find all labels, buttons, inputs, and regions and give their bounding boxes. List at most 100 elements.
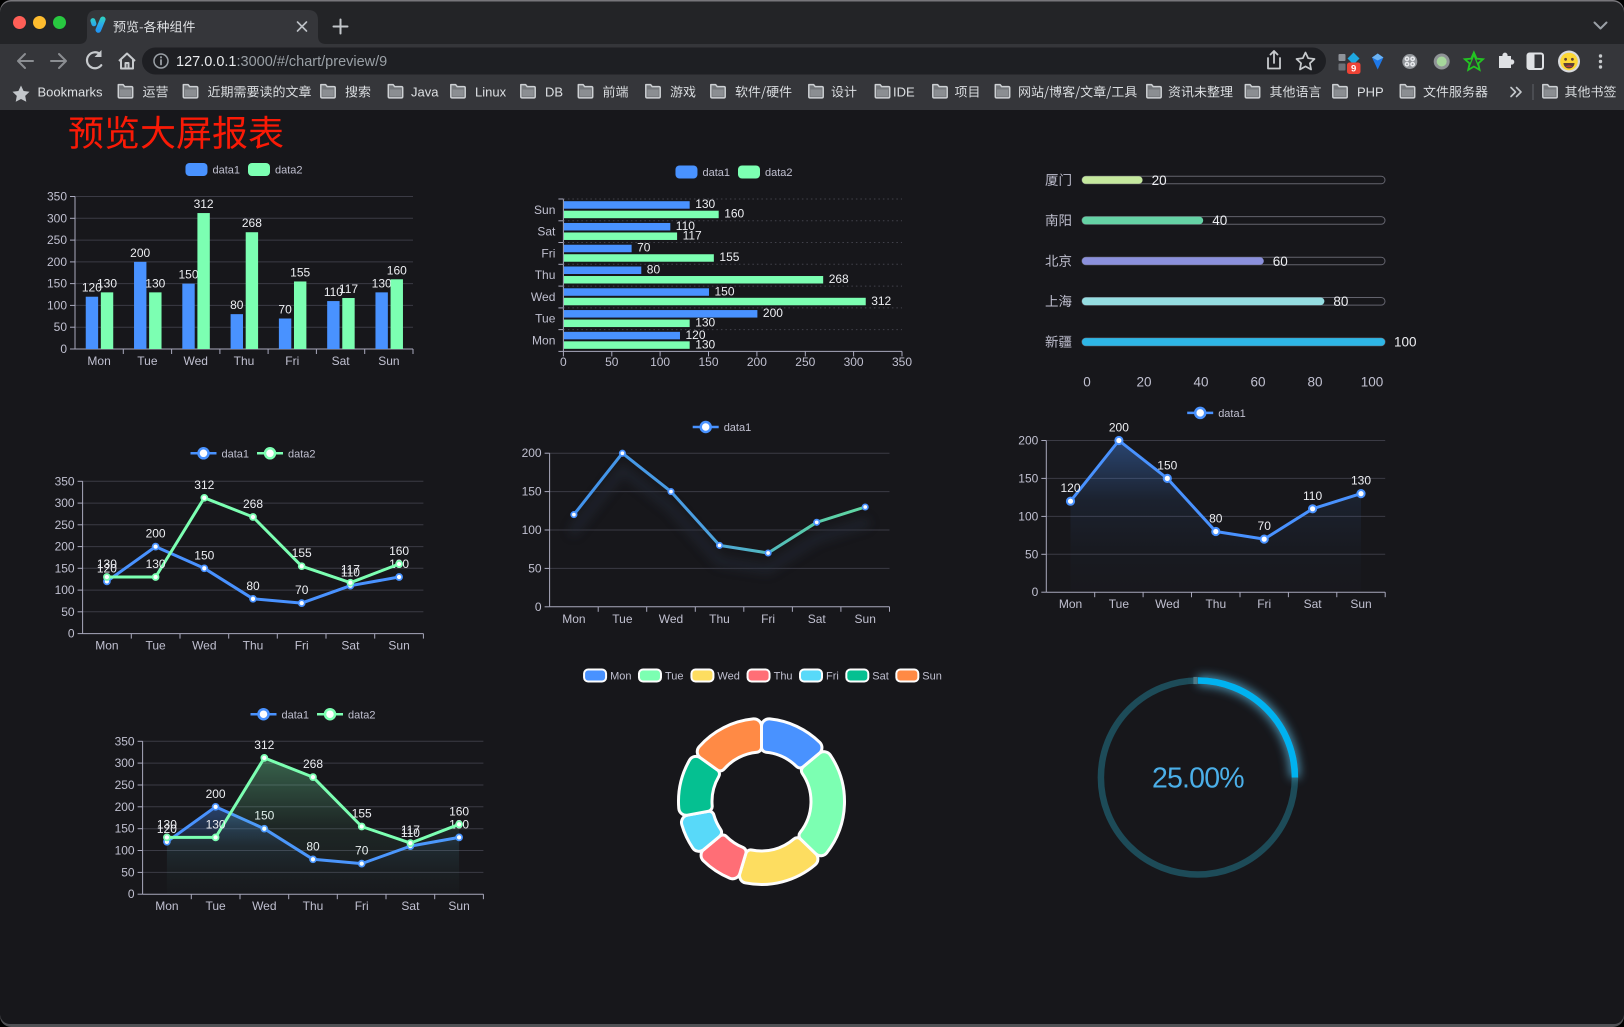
svg-text:50: 50 (54, 320, 68, 334)
svg-text:117: 117 (401, 823, 420, 837)
svg-text:312: 312 (871, 294, 891, 308)
svg-text:Thu: Thu (234, 354, 255, 368)
svg-text:Sat: Sat (401, 899, 420, 913)
svg-text:312: 312 (254, 738, 274, 752)
svg-text:268: 268 (303, 757, 323, 771)
svg-text:130: 130 (1351, 474, 1371, 488)
svg-text:130: 130 (145, 276, 165, 290)
svg-text:Sun: Sun (448, 899, 469, 913)
svg-text:Mon: Mon (610, 671, 631, 683)
svg-text:Wed: Wed (717, 671, 739, 683)
svg-text:150: 150 (715, 284, 735, 298)
svg-text:Wed: Wed (1155, 597, 1179, 611)
svg-text:Wed: Wed (192, 639, 216, 653)
svg-text:120: 120 (157, 822, 177, 836)
svg-text:100: 100 (650, 355, 670, 369)
svg-text:100: 100 (1018, 509, 1038, 523)
svg-text:155: 155 (290, 266, 310, 280)
svg-text:100: 100 (115, 844, 135, 858)
svg-text:Mon: Mon (95, 639, 118, 653)
svg-text:200: 200 (747, 355, 767, 369)
svg-text:268: 268 (829, 272, 849, 286)
svg-text:0: 0 (535, 600, 542, 614)
svg-text:DB: DB (545, 85, 563, 100)
svg-text:50: 50 (1025, 547, 1039, 561)
svg-text:150: 150 (55, 561, 75, 575)
svg-text:40: 40 (1212, 213, 1227, 228)
svg-text:80: 80 (647, 263, 661, 277)
svg-text:300: 300 (55, 496, 75, 510)
svg-text:312: 312 (194, 478, 214, 492)
svg-text:130: 130 (157, 817, 177, 831)
svg-text:200: 200 (47, 255, 67, 269)
svg-text:Tue: Tue (137, 354, 158, 368)
svg-text:Mon: Mon (87, 354, 110, 368)
svg-text:Thu: Thu (1205, 597, 1226, 611)
svg-text:110: 110 (1303, 489, 1322, 503)
svg-text:data1: data1 (282, 709, 310, 721)
svg-text:350: 350 (115, 734, 135, 748)
svg-text:50: 50 (605, 355, 619, 369)
svg-text:Sun: Sun (855, 612, 876, 626)
svg-text:Sun: Sun (388, 639, 409, 653)
svg-text:200: 200 (1018, 434, 1038, 448)
svg-text:130: 130 (372, 276, 392, 290)
svg-text:250: 250 (55, 518, 75, 532)
svg-text:Sat: Sat (537, 225, 556, 239)
svg-text:Mon: Mon (155, 899, 178, 913)
svg-text:data1: data1 (213, 165, 241, 177)
svg-text:Bookmarks: Bookmarks (38, 85, 104, 100)
svg-text:50: 50 (61, 605, 75, 619)
svg-text:110: 110 (676, 219, 695, 233)
svg-text:160: 160 (389, 544, 409, 558)
svg-text::3000/#/chart/preview/9: :3000/#/chart/preview/9 (237, 54, 388, 70)
svg-text:200: 200 (206, 787, 226, 801)
svg-text:200: 200 (1109, 421, 1129, 435)
svg-text:150: 150 (115, 822, 135, 836)
svg-text:200: 200 (763, 306, 783, 320)
svg-text:Tue: Tue (665, 671, 684, 683)
svg-text:data1: data1 (1218, 408, 1246, 420)
svg-text:data1: data1 (724, 422, 752, 434)
svg-text:150: 150 (698, 355, 718, 369)
svg-text:Fri: Fri (355, 899, 369, 913)
svg-text:Tue: Tue (205, 899, 226, 913)
svg-text:350: 350 (892, 355, 912, 369)
svg-text:0: 0 (128, 887, 135, 901)
svg-text:Sat: Sat (1304, 597, 1323, 611)
svg-text:150: 150 (194, 548, 214, 562)
svg-text:250: 250 (795, 355, 815, 369)
svg-text:PHP: PHP (1357, 85, 1384, 100)
svg-text:Fri: Fri (541, 246, 555, 260)
svg-text:80: 80 (1307, 375, 1322, 390)
svg-text:80: 80 (1333, 294, 1348, 309)
svg-text:data2: data2 (288, 449, 316, 461)
svg-text:100: 100 (522, 523, 542, 537)
svg-text:Tue: Tue (145, 639, 166, 653)
svg-text:Sun: Sun (378, 354, 399, 368)
svg-text:Thu: Thu (535, 268, 556, 282)
svg-text:155: 155 (352, 807, 372, 821)
svg-text:150: 150 (522, 485, 542, 499)
svg-text:150: 150 (178, 268, 198, 282)
svg-text:80: 80 (230, 298, 244, 312)
svg-text:80: 80 (246, 579, 260, 593)
svg-text:Sun: Sun (1350, 597, 1371, 611)
svg-text:127.0.0.1: 127.0.0.1 (176, 54, 236, 70)
svg-text:110: 110 (324, 285, 343, 299)
svg-text:130: 130 (695, 316, 715, 330)
svg-text:160: 160 (724, 207, 744, 221)
svg-text:268: 268 (242, 216, 262, 230)
svg-text:117: 117 (341, 563, 360, 577)
svg-text:70: 70 (1258, 519, 1272, 533)
svg-text:60: 60 (1250, 375, 1265, 390)
svg-text:Mon: Mon (532, 334, 555, 348)
svg-text:data2: data2 (275, 165, 303, 177)
svg-text:200: 200 (55, 540, 75, 554)
svg-text:130: 130 (695, 337, 715, 351)
svg-text:130: 130 (146, 557, 166, 571)
svg-text:117: 117 (339, 282, 358, 296)
svg-text:50: 50 (528, 561, 542, 575)
svg-text:Sun: Sun (534, 203, 555, 217)
svg-text:data1: data1 (703, 167, 731, 179)
